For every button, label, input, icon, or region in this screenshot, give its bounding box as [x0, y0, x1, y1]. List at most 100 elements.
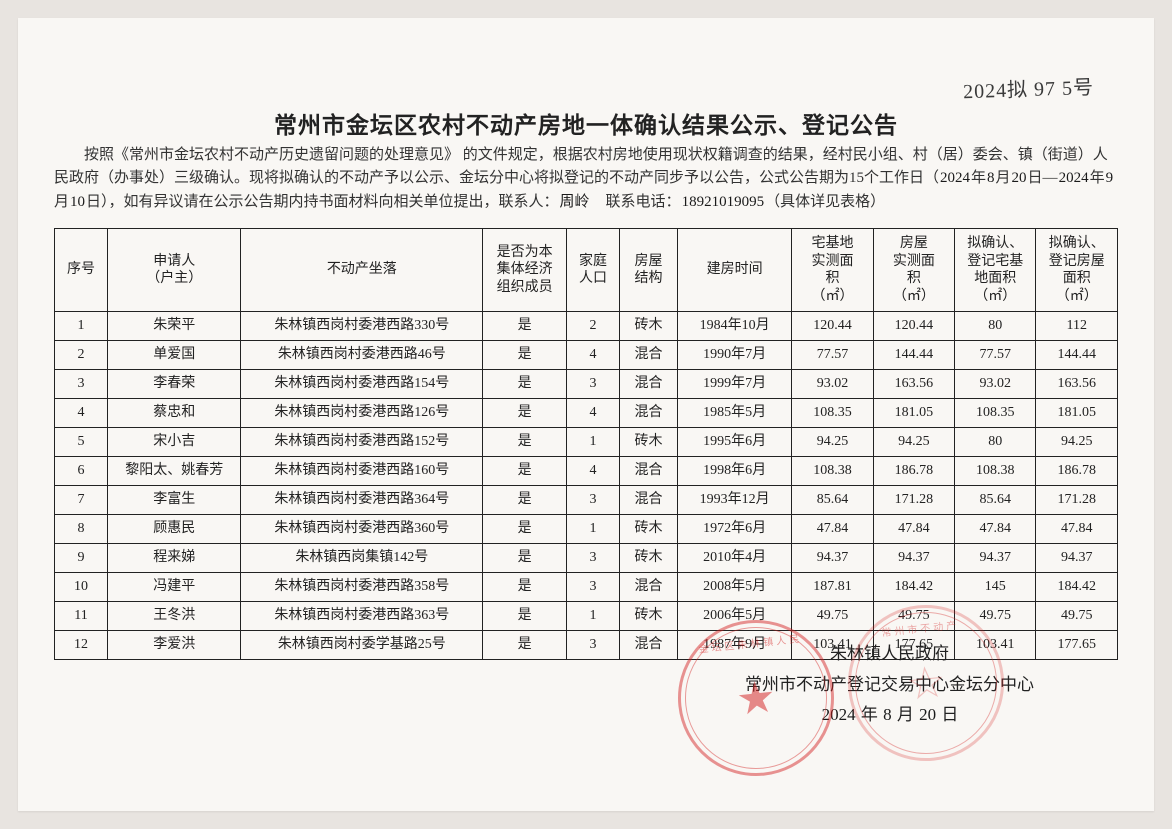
cell-hm: 163.56	[873, 370, 954, 399]
hand-day2: 10	[69, 194, 86, 210]
footer-day: 20	[918, 705, 937, 724]
th-population: 家庭人口	[567, 229, 620, 312]
cell-pop: 3	[567, 370, 620, 399]
cell-hm: 186.78	[873, 457, 954, 486]
cell-rl: 85.64	[955, 486, 1036, 515]
cell-app: 王冬洪	[108, 602, 241, 631]
cell-pop: 1	[567, 602, 620, 631]
cell-time: 1984年10月	[677, 312, 791, 341]
cell-str: 砖木	[620, 515, 678, 544]
cell-mem: 是	[483, 370, 567, 399]
th-structure: 房屋结构	[620, 229, 678, 312]
cell-mem: 是	[483, 312, 567, 341]
th-house-meas: 房屋实测面积（㎡）	[873, 229, 954, 312]
cell-seq: 4	[55, 399, 108, 428]
cell-lm: 108.35	[792, 399, 873, 428]
cell-pop: 4	[567, 457, 620, 486]
cell-loc: 朱林镇西岗村委港西路358号	[241, 573, 483, 602]
cell-time: 1993年12月	[677, 486, 791, 515]
cell-rl: 93.02	[955, 370, 1036, 399]
cell-mem: 是	[483, 341, 567, 370]
cell-lm: 85.64	[792, 486, 873, 515]
cell-hm: 144.44	[873, 341, 954, 370]
cell-rl: 47.84	[955, 515, 1036, 544]
cell-str: 砖木	[620, 544, 678, 573]
data-table: 序号 申请人（户主） 不动产坐落 是否为本集体经济组织成员 家庭人口 房屋结构 …	[54, 228, 1118, 660]
cell-app: 顾惠民	[108, 515, 241, 544]
cell-app: 李富生	[108, 486, 241, 515]
cell-time: 2010年4月	[677, 544, 791, 573]
cell-app: 程来娣	[108, 544, 241, 573]
cell-lm: 120.44	[792, 312, 873, 341]
cell-rl: 77.57	[955, 341, 1036, 370]
cell-str: 混合	[620, 370, 678, 399]
footer-text: 月	[893, 705, 919, 724]
cell-seq: 2	[55, 341, 108, 370]
cell-loc: 朱林镇西岗村委港西路363号	[241, 602, 483, 631]
cell-mem: 是	[483, 428, 567, 457]
footer-year: 2024	[821, 705, 857, 724]
intro-text: 年	[971, 170, 986, 186]
table-row: 9程来娣朱林镇西岗集镇142号是3砖木2010年4月94.3794.3794.3…	[55, 544, 1118, 573]
cell-pop: 3	[567, 486, 620, 515]
cell-pop: 1	[567, 428, 620, 457]
cell-mem: 是	[483, 486, 567, 515]
cell-app: 冯建平	[108, 573, 241, 602]
cell-loc: 朱林镇西岗村委港西路46号	[241, 341, 483, 370]
intro-text: 年	[1090, 170, 1105, 186]
cell-hm: 184.42	[873, 573, 954, 602]
cell-hm: 181.05	[873, 399, 954, 428]
intro-text: 联系电话：	[591, 194, 681, 210]
cell-app: 单爱国	[108, 341, 241, 370]
th-land-meas: 宅基地实测面积（㎡）	[792, 229, 873, 312]
document-title: 常州市金坛区农村不动产房地一体确认结果公示、登记公告	[18, 106, 1154, 140]
cell-time: 1972年6月	[677, 515, 791, 544]
cell-pop: 2	[567, 312, 620, 341]
th-reg-land: 拟确认、登记宅基地面积（㎡）	[955, 229, 1036, 312]
cell-seq: 9	[55, 544, 108, 573]
cell-hm: 120.44	[873, 312, 954, 341]
hand-month2: 9	[1105, 170, 1115, 186]
cell-seq: 11	[55, 602, 108, 631]
cell-time: 1990年7月	[677, 341, 791, 370]
cell-mem: 是	[483, 631, 567, 660]
cell-loc: 朱林镇西岗村委港西路152号	[241, 428, 483, 457]
table-row: 5宋小吉朱林镇西岗村委港西路152号是1砖木1995年6月94.2594.258…	[55, 428, 1118, 457]
cell-lm: 187.81	[792, 573, 873, 602]
cell-hm: 49.75	[873, 602, 954, 631]
cell-rl: 94.37	[955, 544, 1036, 573]
th-applicant: 申请人（户主）	[108, 229, 241, 312]
cell-hm: 47.84	[873, 515, 954, 544]
cell-seq: 6	[55, 457, 108, 486]
cell-rh: 144.44	[1036, 341, 1118, 370]
document-paper: 2024拟 97 5号 常州市金坛区农村不动产房地一体确认结果公示、登记公告 按…	[18, 18, 1154, 811]
cell-rl: 108.35	[955, 399, 1036, 428]
table-row: 8顾惠民朱林镇西岗村委港西路360号是1砖木1972年6月47.8447.844…	[55, 515, 1118, 544]
cell-loc: 朱林镇西岗村委港西路126号	[241, 399, 483, 428]
cell-pop: 4	[567, 341, 620, 370]
cell-str: 砖木	[620, 602, 678, 631]
cell-loc: 朱林镇西岗集镇142号	[241, 544, 483, 573]
cell-rh: 49.75	[1036, 602, 1118, 631]
cell-pop: 3	[567, 544, 620, 573]
cell-app: 李春荣	[108, 370, 241, 399]
footer-month: 8	[882, 705, 893, 724]
cell-rh: 186.78	[1036, 457, 1118, 486]
cell-str: 混合	[620, 573, 678, 602]
hand-contact: 周岭	[559, 194, 591, 210]
cell-str: 砖木	[620, 428, 678, 457]
hand-year2: 2024	[1058, 170, 1090, 186]
cell-rl: 108.38	[955, 457, 1036, 486]
cell-rh: 184.42	[1036, 573, 1118, 602]
cell-str: 混合	[620, 631, 678, 660]
cell-pop: 1	[567, 515, 620, 544]
table-row: 7李富生朱林镇西岗村委港西路364号是3混合1993年12月85.64171.2…	[55, 486, 1118, 515]
cell-time: 1985年5月	[677, 399, 791, 428]
cell-str: 混合	[620, 399, 678, 428]
cell-rh: 171.28	[1036, 486, 1118, 515]
cell-lm: 47.84	[792, 515, 873, 544]
cell-rl: 80	[955, 428, 1036, 457]
cell-loc: 朱林镇西岗村委港西路360号	[241, 515, 483, 544]
cell-rl: 80	[955, 312, 1036, 341]
th-buildtime: 建房时间	[677, 229, 791, 312]
